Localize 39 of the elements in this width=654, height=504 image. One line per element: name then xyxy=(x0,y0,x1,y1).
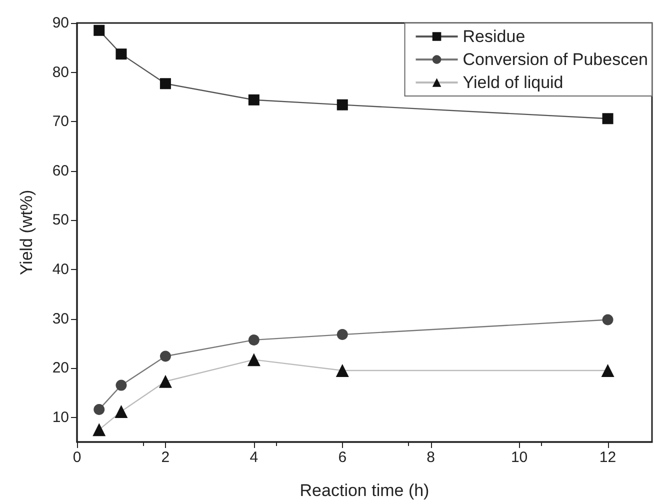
point xyxy=(602,113,614,124)
x-tick-label: 2 xyxy=(161,449,170,466)
y-tick-label: 60 xyxy=(52,162,69,180)
y-tick-label: 80 xyxy=(52,64,69,81)
legend-label: Conversion of Pubescen xyxy=(462,50,648,69)
point xyxy=(602,314,614,326)
y-tick-label: 70 xyxy=(52,113,69,130)
point xyxy=(601,364,614,378)
point xyxy=(336,329,348,340)
point xyxy=(94,404,105,415)
point xyxy=(160,350,171,362)
legend-label: Residue xyxy=(462,27,526,46)
point xyxy=(158,374,172,388)
x-tick-label: 8 xyxy=(426,449,436,466)
legend-label: Yield of liquid xyxy=(462,73,564,92)
y-tick-label: 20 xyxy=(52,360,69,377)
point xyxy=(336,364,349,378)
point xyxy=(94,24,105,36)
point xyxy=(92,423,106,436)
y-tick-label: 90 xyxy=(52,14,69,32)
y-tick-label: 30 xyxy=(52,310,69,328)
point xyxy=(116,48,127,60)
x-tick-label: 12 xyxy=(599,449,616,466)
point xyxy=(248,334,260,346)
point xyxy=(247,353,260,366)
x-tick-label: 10 xyxy=(510,449,528,466)
point xyxy=(116,380,127,391)
point xyxy=(160,78,171,90)
x-tick-label: 4 xyxy=(250,449,258,466)
y-axis-title: Yield (wt%) xyxy=(17,190,36,276)
point xyxy=(248,94,260,106)
x-tick-label: 6 xyxy=(338,449,347,466)
point xyxy=(114,404,128,418)
y-tick-label: 40 xyxy=(52,260,69,278)
y-tick-label: 10 xyxy=(52,408,69,426)
point xyxy=(336,99,348,110)
y-tick-label: 50 xyxy=(52,212,69,229)
x-axis-title: Reaction time (h) xyxy=(300,481,430,500)
x-tick-label: 0 xyxy=(72,449,82,466)
